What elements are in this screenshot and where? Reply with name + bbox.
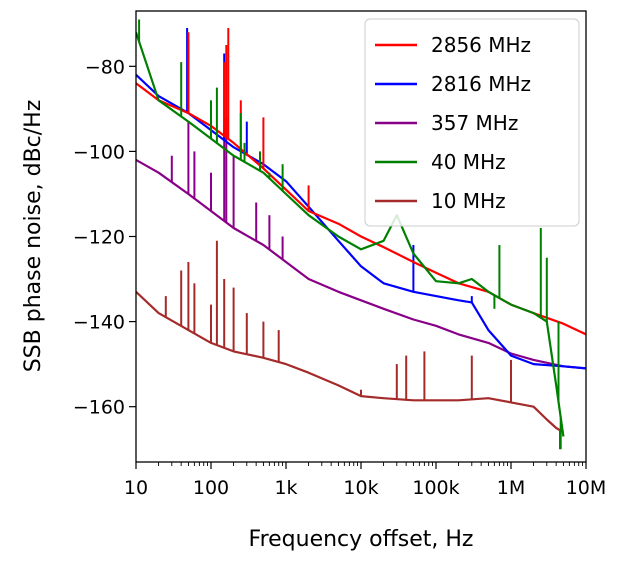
x-tick-label-1: 100 — [193, 477, 229, 499]
x-tick-label-4: 100k — [412, 477, 459, 499]
y-tick-label-4: −160 — [73, 397, 125, 419]
y-tick-label-3: −140 — [73, 312, 125, 334]
x-tick-label-5: 1M — [497, 477, 525, 499]
y-tick-label-2: −120 — [73, 227, 125, 249]
x-axis-title: Frequency offset, Hz — [249, 527, 474, 552]
plot-layer — [136, 19, 586, 450]
x-tick-label-0: 10 — [124, 477, 148, 499]
series-line-40-mhz — [136, 31, 565, 437]
series-10-mhz — [136, 240, 564, 450]
legend-label-40-mhz: 40 MHz — [431, 150, 506, 174]
series-40-mhz — [136, 19, 565, 450]
x-tick-label-2: 1k — [274, 477, 297, 499]
series-group — [136, 19, 586, 450]
legend-label-357-mhz: 357 MHz — [431, 111, 518, 135]
y-tick-label-1: −100 — [73, 141, 125, 163]
axes-layer: 10 100 1k 10k 100k 1M 10M −80 −100 −120 −140 −160 — [73, 56, 606, 499]
series-line-2816-mhz — [136, 73, 586, 370]
legend-label-2816-mhz: 2816 MHz — [431, 72, 531, 96]
legend: 2856 MHz 2816 MHz 357 MHz 40 MHz 10 MHz — [364, 18, 580, 227]
series-357-mhz — [136, 117, 586, 370]
x-tick-label-6: 10M — [566, 477, 607, 499]
x-tick-label-3: 10k — [343, 477, 378, 499]
legend-label-2856-mhz: 2856 MHz — [431, 33, 531, 57]
y-tick-label-0: −80 — [85, 56, 125, 78]
series-line-10-mhz — [136, 290, 564, 434]
legend-label-10-mhz: 10 MHz — [431, 189, 506, 213]
legend-box — [364, 18, 580, 227]
y-axis-title: SSB phase noise, dBc/Hz — [21, 100, 46, 373]
